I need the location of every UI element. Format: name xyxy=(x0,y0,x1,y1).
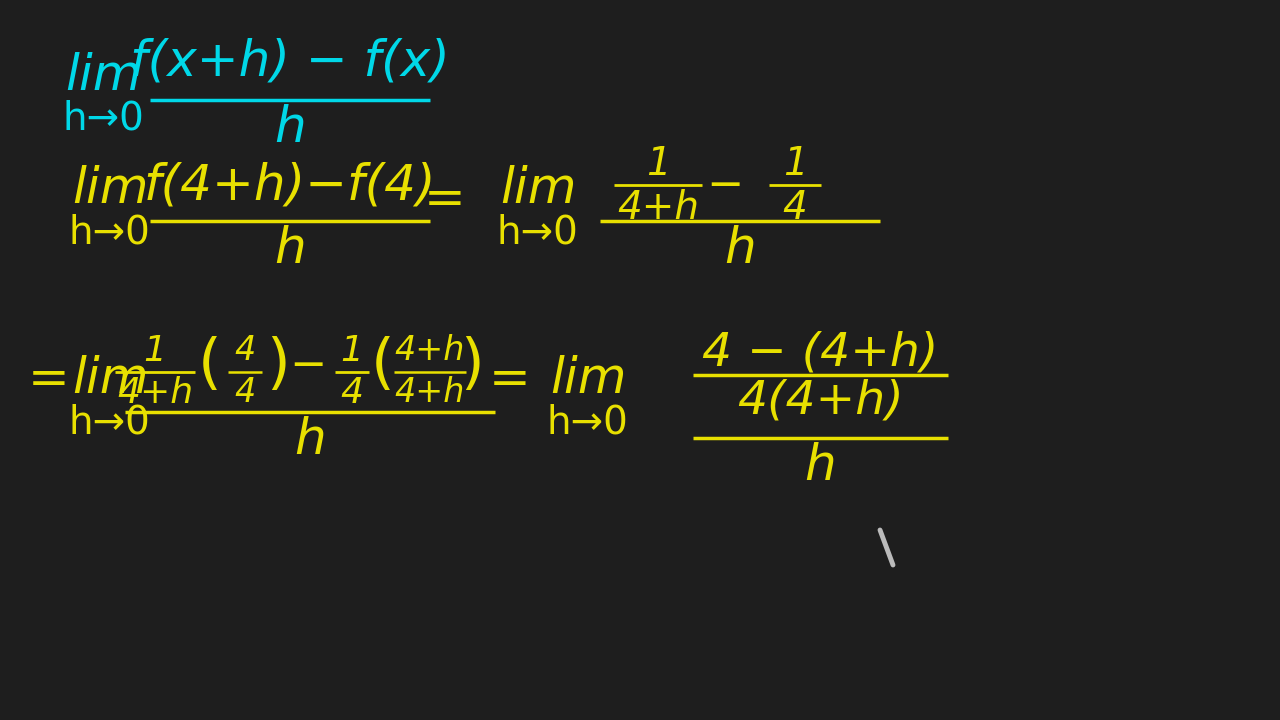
Text: h→0: h→0 xyxy=(61,100,143,138)
Text: h→0: h→0 xyxy=(69,213,151,251)
Text: ): ) xyxy=(460,336,484,395)
Text: (: ( xyxy=(371,336,396,395)
Text: 4: 4 xyxy=(782,189,808,227)
Text: 4: 4 xyxy=(234,376,256,409)
Text: 4 − (4+h): 4 − (4+h) xyxy=(701,330,938,375)
Text: ): ) xyxy=(266,336,289,395)
Text: h: h xyxy=(294,416,326,464)
Text: =: = xyxy=(424,176,466,224)
Text: 4: 4 xyxy=(234,334,256,367)
Text: 1: 1 xyxy=(143,334,166,368)
Text: 4: 4 xyxy=(340,376,364,410)
Text: lim: lim xyxy=(65,52,142,100)
Text: h→0: h→0 xyxy=(547,403,628,441)
Text: 4+h: 4+h xyxy=(394,376,465,409)
Text: −: − xyxy=(707,163,744,207)
Text: 1: 1 xyxy=(645,145,671,183)
Text: 4(4+h): 4(4+h) xyxy=(737,379,904,424)
Text: 4+h: 4+h xyxy=(394,334,465,367)
Text: lim: lim xyxy=(72,355,148,403)
Text: h: h xyxy=(274,225,306,273)
Text: 4+h: 4+h xyxy=(116,376,193,410)
Text: h: h xyxy=(804,442,836,490)
Text: 1: 1 xyxy=(340,334,364,368)
Text: −: − xyxy=(289,343,326,387)
Text: lim: lim xyxy=(72,165,148,213)
Text: h: h xyxy=(274,104,306,152)
Text: (: ( xyxy=(198,336,221,395)
Text: h→0: h→0 xyxy=(497,213,579,251)
Text: 4+h: 4+h xyxy=(617,189,699,227)
Text: h: h xyxy=(724,225,756,273)
Text: f(x+h) − f(x): f(x+h) − f(x) xyxy=(131,38,449,86)
Text: f(4+h)−f(4): f(4+h)−f(4) xyxy=(143,161,436,209)
Text: lim: lim xyxy=(550,355,626,403)
Text: h→0: h→0 xyxy=(69,403,151,441)
Text: =: = xyxy=(28,356,69,404)
Text: =: = xyxy=(489,356,531,404)
Text: lim: lim xyxy=(500,165,576,213)
Text: 1: 1 xyxy=(782,145,808,183)
